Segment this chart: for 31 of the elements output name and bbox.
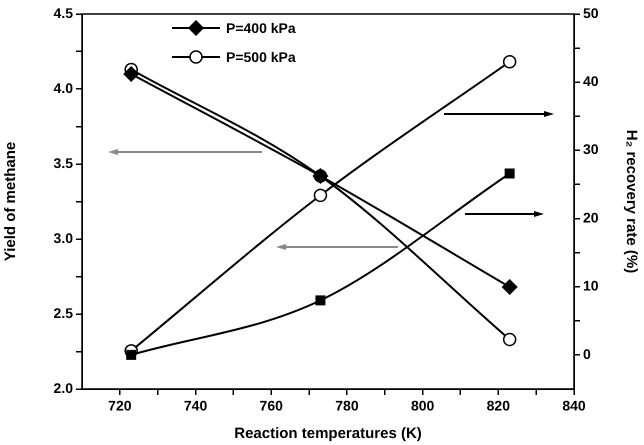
y2-tick-label: 20 [583, 209, 599, 226]
y-tick-label: 3.0 [54, 230, 74, 246]
x-tick-label: 740 [184, 397, 208, 414]
y-tick-label: 2.5 [54, 304, 74, 321]
x-tick-label: 780 [335, 397, 359, 414]
y2-tick-label: 30 [583, 141, 599, 158]
x-tick-label: 820 [486, 397, 510, 414]
point [502, 332, 516, 346]
y2-tick-label: 40 [583, 73, 599, 90]
y2-axis-title: H₂ recovery rate (%) [622, 130, 640, 274]
y-tick-label: 2.0 [54, 380, 74, 396]
legend-label: P=400 kPa [226, 20, 296, 36]
point [314, 188, 328, 202]
point [315, 295, 326, 306]
legend-label: P=500 kPa [226, 48, 296, 65]
point [502, 54, 516, 68]
point [502, 279, 518, 295]
point [504, 168, 515, 179]
x-tick-label: 760 [260, 397, 284, 414]
y-tick-label: 4.5 [54, 4, 74, 21]
y-axis-title: Yield of methane [2, 142, 20, 262]
y-tick-label: 4.0 [54, 80, 74, 96]
y2-tick-label: 50 [583, 4, 599, 21]
x-tick-label: 840 [562, 397, 586, 414]
x-axis-title: Reaction temperatures (K) [234, 425, 422, 442]
y-tick-label: 3.5 [54, 154, 74, 171]
x-tick-label: 800 [410, 397, 435, 414]
x-tick-label: 720 [108, 397, 132, 414]
y2-tick-label: 0 [583, 346, 591, 362]
point [123, 66, 139, 82]
y2-tick-label: 10 [583, 278, 599, 294]
